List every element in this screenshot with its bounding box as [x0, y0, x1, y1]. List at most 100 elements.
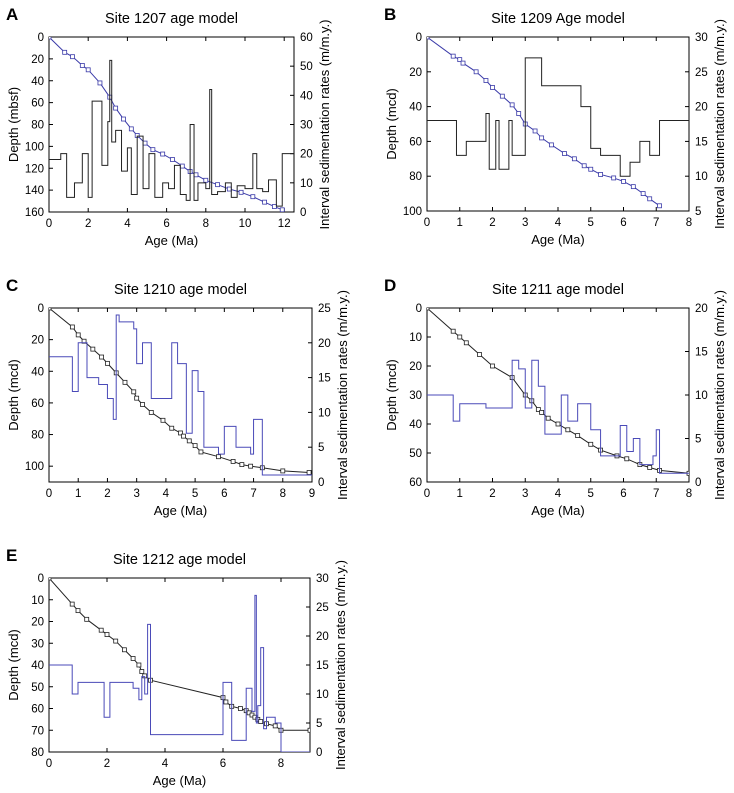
sedimentation-rate-line [49, 59, 294, 207]
rate-series-group [427, 359, 689, 474]
x-tick-label: 4 [124, 218, 131, 230]
x-tick-label: 4 [555, 217, 562, 229]
datum-marker [104, 632, 110, 637]
datum-marker [136, 662, 142, 668]
x-tick-label: 6 [163, 218, 169, 230]
datum-marker [97, 80, 103, 86]
datum-marker [79, 63, 85, 68]
datum-marker [571, 156, 577, 162]
y-tick-label: 10 [31, 595, 44, 607]
x-tick-label: 7 [653, 488, 659, 500]
datum-marker [463, 340, 469, 346]
x-axis-label: Age (Ma) [531, 503, 584, 518]
datum-marker [186, 438, 192, 444]
x-tick-label: 1 [75, 488, 81, 500]
y-tick-label: 50 [31, 682, 44, 694]
x-tick-label: 6 [620, 488, 626, 500]
y-tick-label: 0 [416, 32, 422, 44]
x-axis-label: Age (Ma) [145, 233, 198, 248]
y-tick-label: 20 [31, 617, 44, 629]
x-axis-label: Age (Ma) [531, 232, 584, 247]
datum-marker [178, 430, 183, 436]
x-tick-label: 6 [220, 758, 226, 770]
datum-marker [105, 360, 110, 366]
x-tick-label: 5 [192, 488, 198, 500]
datum-marker [99, 354, 104, 360]
y-tick-label: 60 [409, 136, 422, 148]
chart-title: Site 1210 age model [114, 282, 247, 298]
y2-tick-label: 20 [316, 631, 329, 643]
y-tick-label: 60 [31, 704, 44, 716]
datum-marker [647, 465, 653, 470]
y2-tick-label: 25 [318, 303, 331, 315]
rate-series-group [49, 314, 312, 476]
y2-tick-label: 20 [695, 303, 708, 315]
x-tick-label: 8 [686, 217, 692, 229]
y-axis-label: Depth (mcd) [384, 359, 399, 431]
y2-tick-label: 10 [695, 171, 708, 183]
datum-marker [142, 140, 148, 146]
rate-series-group [49, 59, 294, 207]
datum-marker [427, 308, 430, 311]
datum-marker [150, 147, 156, 153]
datum-marker [230, 459, 236, 464]
x-tick-label: 8 [280, 488, 286, 500]
datum-marker [562, 151, 567, 156]
datum-marker [98, 627, 104, 633]
y-tick-label: 50 [409, 448, 422, 460]
y2-tick-label: 30 [695, 32, 708, 44]
datum-marker [483, 78, 489, 83]
datum-marker [215, 182, 220, 188]
y2-tick-label: 20 [300, 149, 313, 161]
y-tick-label: 20 [409, 361, 422, 373]
y-tick-label: 120 [25, 163, 44, 175]
datum-marker [62, 49, 68, 55]
datum-marker [457, 334, 463, 340]
datum-marker [450, 328, 456, 334]
y2-axis-label: Interval sedimentation rates (m/m.y.) [712, 19, 727, 229]
depth-age-line [427, 308, 689, 474]
y2-tick-label: 30 [300, 120, 313, 132]
y2-axis-label: Interval sedimentation rates (m/m.y.) [317, 20, 332, 230]
datum-marker [250, 194, 256, 200]
depth-age-line [49, 37, 283, 211]
x-tick-label: 0 [424, 488, 430, 500]
rate-series-group [49, 594, 310, 752]
y2-tick-label: 25 [316, 602, 329, 614]
x-tick-label: 3 [522, 217, 528, 229]
x-tick-label: 0 [46, 488, 52, 500]
x-tick-label: 7 [653, 217, 659, 229]
datum-marker [307, 727, 310, 733]
datum-marker [139, 669, 145, 674]
y2-tick-label: 50 [300, 61, 313, 73]
sedimentation-rate-line [49, 314, 312, 476]
plot-frame [426, 36, 690, 212]
x-tick-label: 7 [250, 488, 256, 500]
datum-marker [621, 179, 626, 184]
x-tick-label: 9 [309, 488, 315, 500]
datum-marker [588, 166, 594, 172]
y2-tick-label: 10 [318, 407, 331, 419]
datum-marker [545, 415, 551, 421]
datum-marker [657, 203, 662, 209]
y2-tick-label: 5 [316, 718, 322, 730]
y2-tick-label: 40 [300, 90, 313, 102]
datum-marker [460, 60, 466, 66]
y2-axis-label: Interval sedimentation rates (m/m.y.) [333, 560, 348, 770]
x-tick-label: 5 [588, 488, 594, 500]
datum-marker [122, 647, 127, 653]
datum-marker [90, 346, 96, 352]
y2-axis-label: Interval sedimentation rates (m/m.y.) [712, 290, 727, 500]
y-tick-label: 20 [409, 67, 422, 79]
datum-marker [203, 177, 209, 183]
depth-series-group [49, 578, 310, 733]
datum-marker [216, 454, 221, 460]
sedimentation-rate-line [427, 359, 689, 474]
y-tick-label: 40 [409, 419, 422, 431]
datum-marker [122, 379, 128, 385]
datum-marker [473, 69, 479, 75]
datum-marker [640, 191, 646, 197]
datum-marker [130, 656, 136, 661]
